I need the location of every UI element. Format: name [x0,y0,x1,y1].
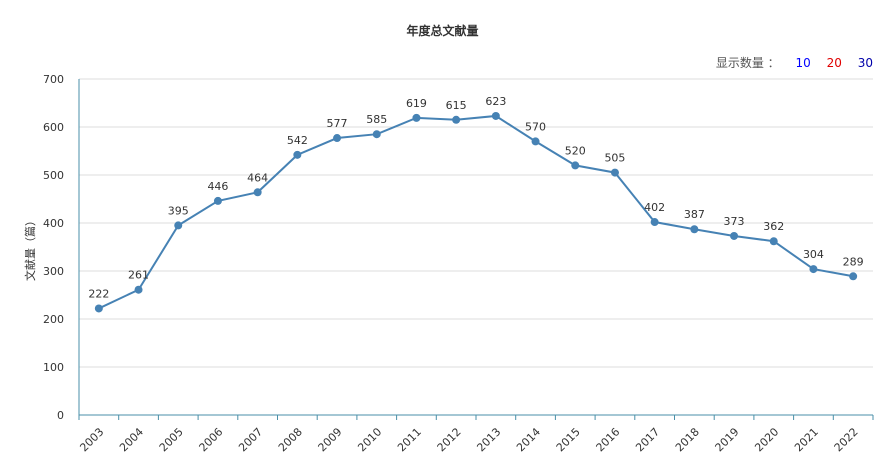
data-point [372,130,381,139]
x-tick-label: 2007 [236,425,265,454]
y-tick-label: 300 [43,265,64,278]
y-tick-label: 200 [43,313,64,326]
data-label: 362 [763,220,784,233]
y-tick-label: 500 [43,169,64,182]
data-label: 304 [803,248,824,261]
data-label: 570 [525,120,546,133]
series-line [98,114,854,310]
data-point [571,161,580,170]
display-count-label: 显示数量 ： [715,56,780,70]
data-label: 446 [207,180,228,193]
data-point [333,134,342,143]
data-label: 623 [485,95,506,108]
data-point [849,272,858,281]
data-point [134,285,143,294]
data-point [730,231,739,240]
data-point [809,265,818,274]
x-tick-label: 2006 [197,425,226,454]
data-point [650,218,659,227]
data-point [94,304,103,313]
x-tick-label: 2021 [792,425,821,454]
x-tick-label: 2009 [316,425,345,454]
chart-title: 年度总文献量 [406,24,479,38]
data-labels: 222 261 395 446 464 542 577 585 619 615 623 570 520 5… [88,95,863,300]
data-point [213,196,222,205]
x-tick-label: 2017 [633,425,662,454]
x-tick-labels: 2003 2004 2005 2006 2007 2008 2009 2010 2011 2012… [77,425,860,454]
y-tick-label: 100 [43,361,64,374]
display-count-selector: 显示数量 ： 10 20 30 [716,54,873,71]
data-label: 222 [88,287,109,300]
data-label: 619 [406,97,427,110]
data-label: 402 [644,201,665,214]
x-tick-label: 2020 [752,425,781,454]
data-point [452,115,461,124]
x-tick-label: 2004 [117,425,146,454]
data-label: 395 [168,204,189,217]
x-tick-label: 2016 [594,425,623,454]
data-label: 387 [684,208,705,221]
data-point [293,150,302,159]
data-label: 464 [247,171,268,184]
data-label: 577 [327,117,348,130]
data-points [94,111,858,313]
y-tick-label: 700 [43,73,64,86]
y-axis-label: 文献量（篇） [23,215,37,281]
data-point [769,237,778,246]
axes [78,79,874,420]
data-point [610,168,619,177]
x-tick-label: 2013 [474,425,503,454]
x-tick-label: 2010 [355,425,384,454]
y-tick-label: 600 [43,121,64,134]
x-tick-label: 2015 [554,425,583,454]
data-label: 505 [604,152,625,165]
data-label: 289 [843,255,864,268]
data-label: 261 [128,269,149,282]
x-tick-label: 2012 [435,425,464,454]
x-tick-label: 2018 [673,425,702,454]
data-point [531,137,540,146]
y-tick-label: 0 [57,409,64,422]
x-tick-label: 2014 [514,425,543,454]
data-label: 585 [366,113,387,126]
data-point [253,188,262,197]
count-option-30[interactable]: 30 [857,56,873,70]
x-tick-label: 2011 [395,425,424,454]
x-tick-label: 2005 [157,425,186,454]
data-label: 542 [287,134,308,147]
count-option-20[interactable]: 20 [826,56,842,70]
count-option-10[interactable]: 10 [795,56,811,70]
x-tick-label: 2019 [713,425,742,454]
data-label: 520 [565,144,586,157]
series-polyline [98,114,854,310]
y-tick-labels: 0 100 200 300 400 500 600 700 [43,73,64,422]
x-tick-label: 2008 [276,425,305,454]
x-tick-label: 2022 [832,425,861,454]
data-label: 615 [446,99,467,112]
data-point [491,111,500,120]
data-point [174,221,183,230]
data-point [690,225,699,234]
x-tick-label: 2003 [77,425,106,454]
data-point [412,113,421,122]
data-label: 373 [724,215,745,228]
grid-lines [79,78,873,368]
y-tick-label: 400 [43,217,64,230]
